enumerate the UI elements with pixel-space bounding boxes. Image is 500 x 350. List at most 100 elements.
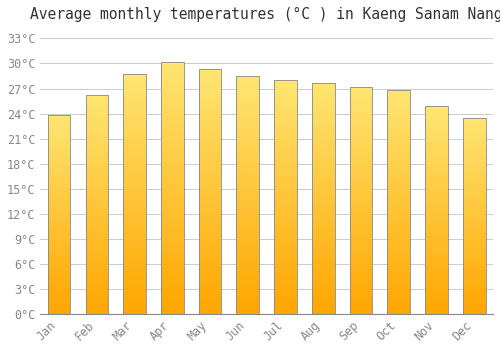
Bar bbox=[199, 162, 222, 165]
Bar bbox=[388, 224, 410, 227]
Bar bbox=[388, 280, 410, 282]
Bar bbox=[124, 170, 146, 173]
Bar bbox=[274, 97, 297, 99]
Bar bbox=[124, 278, 146, 280]
Bar bbox=[350, 178, 372, 180]
Bar bbox=[199, 123, 222, 126]
Bar bbox=[48, 193, 70, 195]
Bar bbox=[48, 266, 70, 268]
Bar bbox=[86, 187, 108, 189]
Bar bbox=[48, 292, 70, 294]
Bar bbox=[350, 166, 372, 169]
Bar bbox=[312, 210, 334, 212]
Bar bbox=[86, 303, 108, 305]
Bar bbox=[48, 288, 70, 290]
Bar bbox=[463, 141, 485, 143]
Bar bbox=[48, 125, 70, 127]
Bar bbox=[48, 238, 70, 240]
Bar bbox=[48, 296, 70, 298]
Bar bbox=[312, 120, 334, 122]
Bar bbox=[199, 258, 222, 260]
Bar bbox=[463, 251, 485, 253]
Bar bbox=[199, 236, 222, 238]
Bar bbox=[199, 84, 222, 86]
Bar bbox=[425, 274, 448, 277]
Bar bbox=[86, 270, 108, 272]
Bar bbox=[86, 272, 108, 274]
Bar bbox=[312, 258, 334, 261]
Bar bbox=[161, 170, 184, 173]
Bar bbox=[124, 285, 146, 288]
Bar bbox=[86, 124, 108, 126]
Bar bbox=[236, 178, 259, 181]
Bar bbox=[388, 131, 410, 133]
Bar bbox=[274, 101, 297, 104]
Bar bbox=[350, 194, 372, 196]
Bar bbox=[350, 312, 372, 314]
Bar bbox=[425, 122, 448, 125]
Bar bbox=[425, 158, 448, 160]
Bar bbox=[199, 211, 222, 213]
Bar bbox=[463, 269, 485, 271]
Bar bbox=[274, 169, 297, 171]
Bar bbox=[161, 216, 184, 218]
Bar bbox=[274, 80, 297, 83]
Bar bbox=[388, 265, 410, 267]
Bar bbox=[48, 115, 70, 314]
Bar bbox=[350, 153, 372, 155]
Bar bbox=[463, 290, 485, 292]
Bar bbox=[388, 312, 410, 314]
Bar bbox=[199, 74, 222, 77]
Bar bbox=[161, 284, 184, 286]
Bar bbox=[236, 221, 259, 224]
Bar bbox=[86, 216, 108, 218]
Bar bbox=[463, 267, 485, 269]
Bar bbox=[388, 148, 410, 150]
Bar bbox=[161, 163, 184, 165]
Bar bbox=[463, 151, 485, 153]
Bar bbox=[124, 268, 146, 271]
Bar bbox=[388, 189, 410, 191]
Bar bbox=[350, 110, 372, 112]
Bar bbox=[124, 247, 146, 249]
Bar bbox=[86, 181, 108, 183]
Bar bbox=[388, 153, 410, 155]
Bar bbox=[274, 220, 297, 223]
Bar bbox=[350, 234, 372, 237]
Bar bbox=[312, 254, 334, 256]
Bar bbox=[161, 165, 184, 168]
Bar bbox=[124, 108, 146, 110]
Bar bbox=[425, 235, 448, 237]
Bar bbox=[388, 296, 410, 298]
Bar bbox=[425, 183, 448, 185]
Bar bbox=[236, 81, 259, 83]
Bar bbox=[388, 256, 410, 258]
Bar bbox=[388, 144, 410, 146]
Bar bbox=[161, 160, 184, 163]
Bar bbox=[388, 90, 410, 92]
Bar bbox=[350, 209, 372, 212]
Bar bbox=[350, 284, 372, 287]
Bar bbox=[199, 243, 222, 245]
Bar bbox=[274, 99, 297, 101]
Bar bbox=[236, 200, 259, 202]
Bar bbox=[388, 220, 410, 222]
Bar bbox=[124, 220, 146, 223]
Bar bbox=[425, 119, 448, 121]
Bar bbox=[425, 262, 448, 264]
Bar bbox=[236, 261, 259, 264]
Bar bbox=[199, 106, 222, 108]
Bar bbox=[236, 297, 259, 300]
Bar bbox=[48, 165, 70, 167]
Bar bbox=[199, 201, 222, 204]
Bar bbox=[48, 169, 70, 171]
Bar bbox=[463, 312, 485, 314]
Bar bbox=[161, 69, 184, 72]
Bar bbox=[48, 149, 70, 151]
Bar bbox=[161, 102, 184, 105]
Bar bbox=[350, 225, 372, 228]
Bar bbox=[274, 193, 297, 195]
Bar bbox=[274, 286, 297, 288]
Bar bbox=[274, 122, 297, 125]
Bar bbox=[161, 281, 184, 284]
